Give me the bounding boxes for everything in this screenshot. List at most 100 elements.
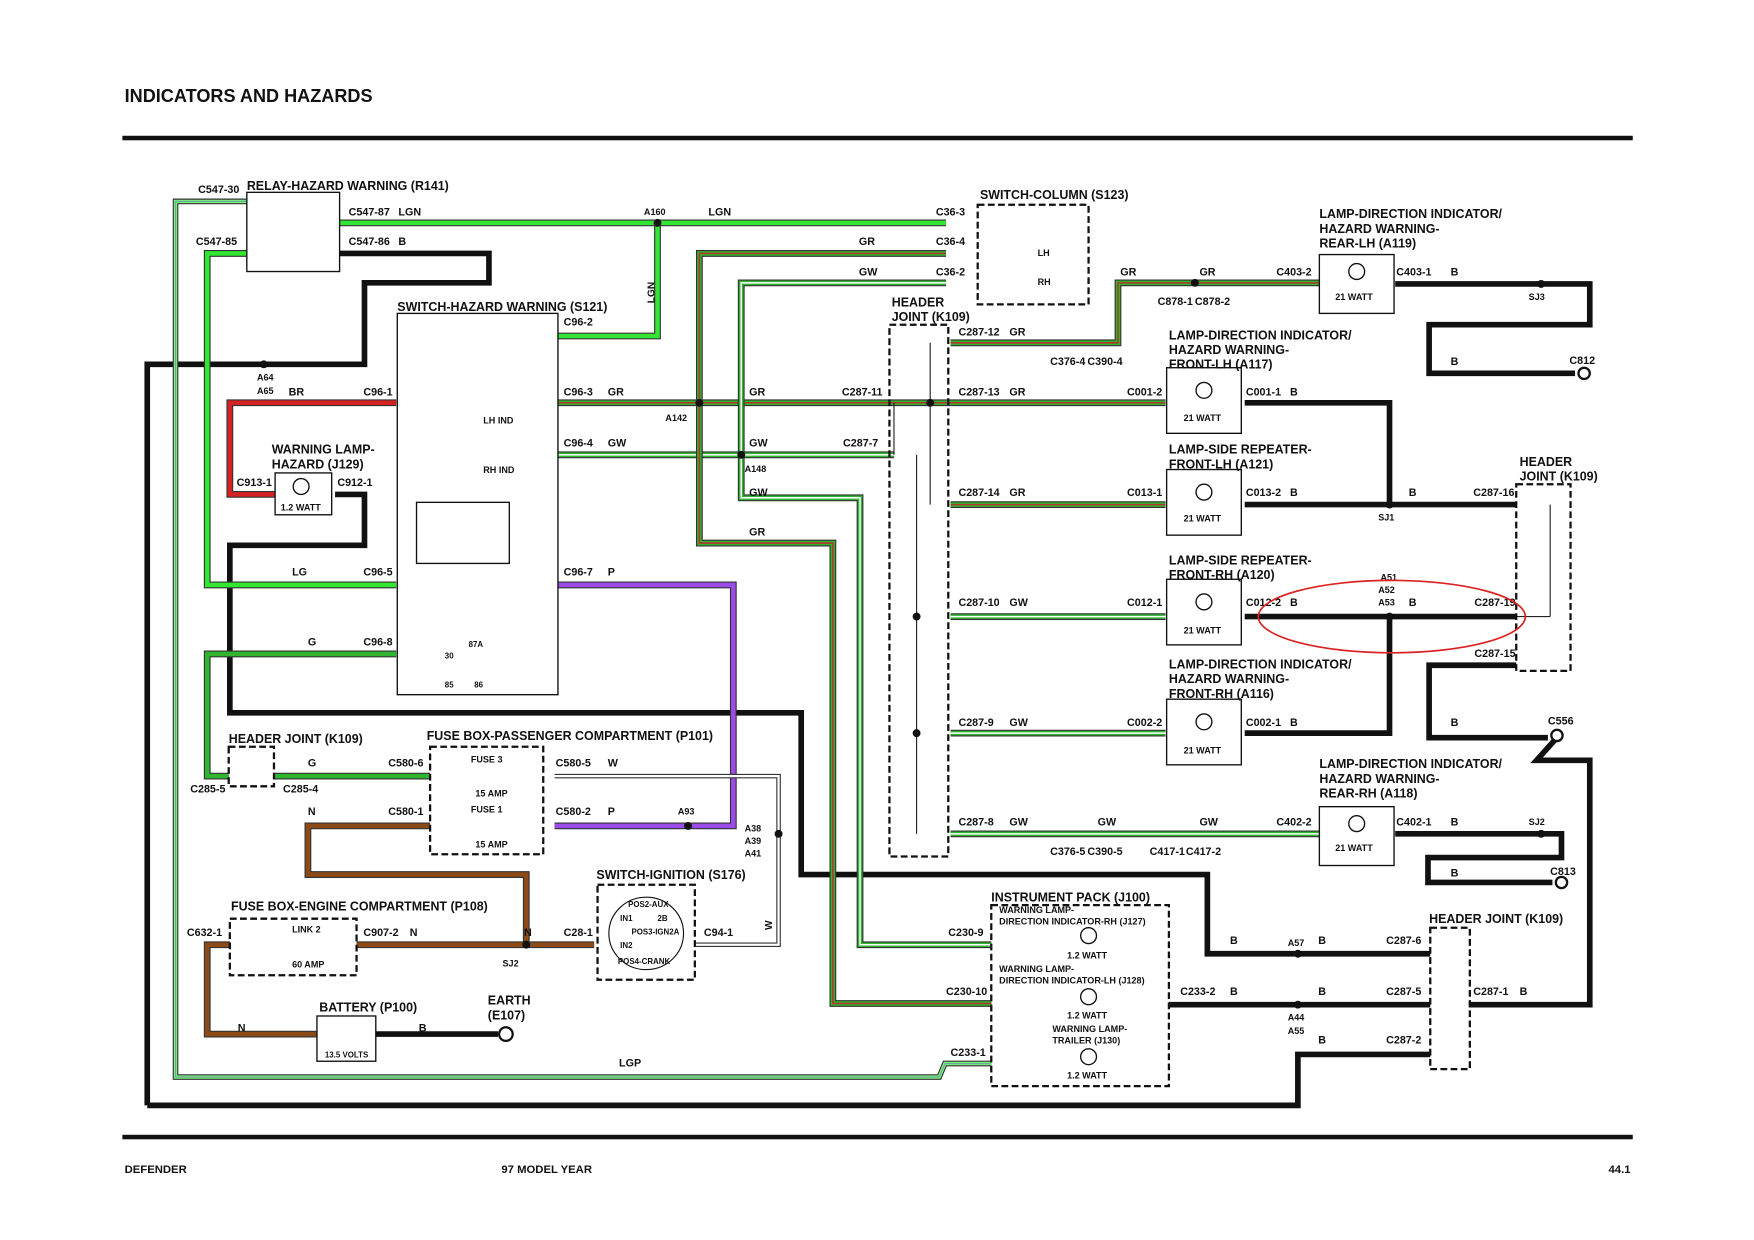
connector-label: 60 AMP [292,959,324,969]
junction [695,398,704,407]
component-name: RELAY-HAZARD WARNING (R141) [247,179,449,193]
connector-label: B [1290,597,1298,609]
connector-label: A93 [678,807,695,817]
connector-label: LGP [619,1057,641,1069]
connector-label: C36-2 [936,267,965,279]
connector-label: LGN [647,282,658,303]
component-box [415,501,510,565]
connector-label: 1.2 WATT [281,502,322,512]
connector-label: C580-6 [388,758,423,770]
connector-label: C94-1 [704,927,733,939]
connector-label: B [1318,1035,1326,1047]
connector-label: C287-5 [1386,986,1421,998]
connector-label: C287-16 [1473,487,1514,499]
connector-label: C547-85 [196,236,237,248]
junction [522,940,531,949]
lamp-symbol [1079,1048,1098,1066]
connector-label: POS4-CRANK [618,957,671,966]
connector-label: C002-1 [1246,717,1281,729]
connector-label: C580-5 [556,758,591,770]
connector-label: W [608,758,619,770]
connector-label: LINK 2 [292,924,321,934]
earth-symbol [497,1026,514,1043]
connector-label: B [1520,986,1528,998]
connector-label: C580-2 [556,806,591,818]
component-name: INSTRUMENT PACK (J100) [991,891,1150,905]
connector-label: GW [859,267,878,279]
wires [144,198,1593,1109]
component-name: REAR-LH (A119) [1319,237,1416,251]
connector-label: 86 [474,681,483,690]
connector-label: WARNING LAMP- [1052,1024,1127,1034]
connector-label: B [419,1022,427,1034]
connector-label: B [1451,816,1459,828]
connector-label: C287-15 [1474,648,1515,660]
wire [204,651,397,779]
connector-label: C287-1 [1473,986,1508,998]
connector-label: B [1290,487,1298,499]
component-box [246,191,341,273]
wire-outline [554,581,737,830]
connector-label: C36-3 [936,207,965,219]
connector-label: GR [1199,267,1215,279]
junction [684,821,693,830]
connector-label: C912-1 [337,477,372,489]
component-name: FUSE BOX-PASSENGER COMPARTMENT (P101) [427,729,713,743]
connector-label: C96-3 [564,386,593,398]
junction [1293,949,1302,958]
component-box [990,903,1171,1088]
wire-stripe [950,282,1320,344]
connector-label: C28-1 [564,927,593,939]
lamp-symbol [1195,713,1213,731]
connector-label: GW [1199,816,1218,828]
connector-label: 21 WATT [1184,514,1222,524]
wire [1426,662,1548,741]
component-name: BATTERY (P100) [319,1000,417,1014]
component-name: FRONT-LH (A117) [1169,358,1273,372]
lamp-symbol [1079,988,1098,1006]
connector-label: N [524,927,532,939]
connector-label: C287-7 [843,437,878,449]
connector-label: SJ1 [1378,513,1394,523]
connector-label: C632-1 [187,927,222,939]
connector-label: N [308,806,316,818]
connector-label: C001-2 [1127,386,1162,398]
connector-label: C287-14 [958,487,999,499]
connector-label: FUSE 1 [471,804,503,814]
connector-label: 13.5 VOLTS [325,1051,368,1060]
connector-label: C013-1 [1127,487,1162,499]
junction [737,450,746,459]
connector-label: N [238,1022,246,1034]
connector-label: A53 [1378,597,1395,607]
component-name: LAMP-DIRECTION INDICATOR/ [1169,328,1352,342]
lamp-symbol [1079,927,1098,945]
highlight-ellipse [1257,579,1527,654]
connector-label: A51 [1380,573,1397,583]
ground-point [1550,728,1564,743]
connector-label: C287-19 [1474,597,1515,609]
connector-label: WARNING LAMP- [999,905,1074,915]
component-name: JOINT (K109) [1520,470,1598,484]
connector-label: C012-1 [1127,597,1162,609]
wire [1244,616,1393,736]
connector-label: C287-8 [958,816,993,828]
wire [557,222,660,339]
ground-point [1577,366,1591,381]
connector-label: P [608,566,615,578]
component-name: HEADER JOINT (K109) [1429,912,1563,926]
connector-label: P [608,806,615,818]
connector-label: C812 [1569,355,1595,367]
connector-label: C96-8 [363,636,392,648]
footer-right: 44.1 [1609,1164,1631,1176]
connector-label: 1.2 WATT [1067,950,1108,960]
connector-label: RH IND [483,465,515,475]
connector-label: A142 [665,413,687,423]
connector-label: C547-87 [349,207,390,219]
connector-label: FUSE 3 [471,755,503,765]
connector-label: GW [608,437,627,449]
wire [1244,399,1393,505]
connector-label: C547-30 [198,184,239,196]
connector-label: C878-2 [1195,296,1230,308]
connector-label: GR [859,236,875,248]
connector-label: 30 [445,651,454,660]
